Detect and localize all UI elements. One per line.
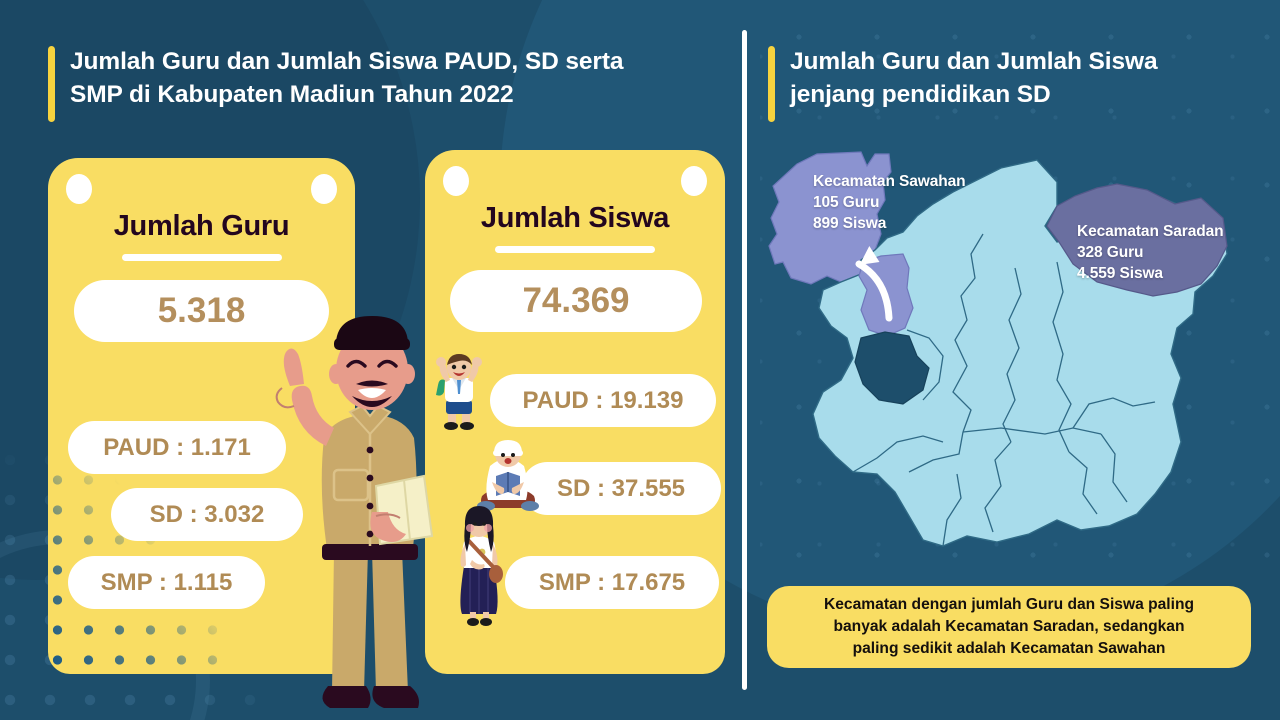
guru-paud-value: PAUD : 1.171 — [68, 421, 286, 474]
map-label-sawahan: Kecamatan Sawahan 105 Guru 899 Siswa — [813, 173, 966, 232]
right-panel-title-text: Jumlah Guru dan Jumlah Siswa jenjang pen… — [790, 48, 1158, 108]
card-guru-heading: Jumlah Guru — [113, 210, 290, 242]
left-panel-title: Jumlah Guru dan Jumlah Siswa PAUD, SD se… — [48, 46, 728, 122]
title-accent-bar — [768, 46, 775, 122]
guru-total-value: 5.318 — [74, 280, 329, 342]
card-jumlah-siswa: Jumlah Siswa 74.369 PAUD : 19.139 SD : 3… — [425, 150, 725, 674]
card-hole-right-icon — [311, 174, 337, 204]
siswa-sd-value: SD : 37.555 — [521, 462, 721, 515]
card-siswa-heading: Jumlah Siswa — [480, 202, 670, 234]
title-accent-bar — [48, 46, 55, 122]
panel-divider — [742, 30, 747, 690]
student-girl-illustration — [460, 506, 503, 626]
siswa-smp-value: SMP : 17.675 — [505, 556, 719, 609]
card-hole-left-icon — [443, 166, 469, 196]
map-callout-arrowhead — [859, 245, 880, 265]
card-siswa-underline — [495, 246, 655, 253]
map-district-borders — [852, 233, 1156, 547]
left-panel-title-text: Jumlah Guru dan Jumlah Siswa PAUD, SD se… — [70, 48, 624, 108]
map-caption-box: Kecamatan dengan jumlah Guru dan Siswa p… — [767, 586, 1251, 668]
guru-sd-value: SD : 3.032 — [111, 488, 303, 541]
card-hole-right-icon — [681, 166, 707, 196]
map-region-dark[interactable] — [854, 331, 930, 405]
siswa-total-value: 74.369 — [450, 270, 702, 332]
teacher-illustration — [275, 316, 434, 708]
student-reading-illustration — [477, 440, 539, 511]
right-panel-title: Jumlah Guru dan Jumlah Siswa jenjang pen… — [768, 46, 1238, 122]
card-guru-underline — [121, 254, 282, 261]
map-label-saradan: Kecamatan Saradan 328 Guru 4.559 Siswa — [1077, 223, 1224, 282]
kabupaten-madiun-map — [768, 151, 1228, 547]
card-jumlah-guru: Jumlah Guru 5.318 PAUD : 1.171 SD : 3.03… — [48, 158, 355, 674]
guru-smp-value: SMP : 1.115 — [68, 556, 265, 609]
siswa-paud-value: PAUD : 19.139 — [490, 374, 716, 427]
card-hole-left-icon — [66, 174, 92, 204]
map-region-saradan[interactable] — [1046, 183, 1228, 297]
student-cheering-illustration — [436, 354, 482, 430]
map-callout-arrow — [855, 260, 893, 322]
map-caption-text: Kecamatan dengan jumlah Guru dan Siswa p… — [824, 595, 1194, 658]
